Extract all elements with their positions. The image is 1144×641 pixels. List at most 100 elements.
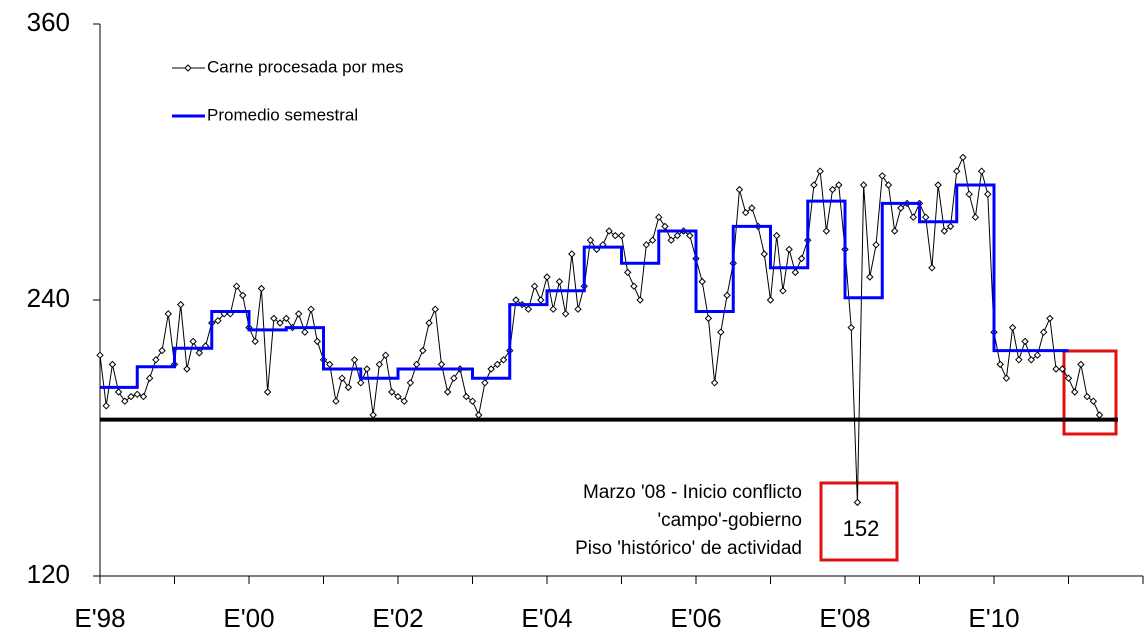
point-marker (909, 213, 917, 221)
point-marker (766, 296, 775, 304)
point-marker (1033, 351, 1042, 359)
point-marker (574, 305, 582, 313)
point-marker (164, 310, 172, 318)
point-marker (847, 323, 855, 332)
point-marker (357, 379, 365, 387)
point-marker (866, 273, 874, 281)
point-marker (499, 356, 508, 364)
point-marker (642, 241, 651, 249)
point-marker (468, 397, 477, 405)
point-marker (717, 328, 725, 336)
point-marker (301, 328, 309, 336)
legend-label: Carne procesada por mes (207, 57, 404, 76)
point-marker (667, 236, 675, 244)
point-marker (884, 181, 893, 189)
point-marker (276, 319, 284, 327)
point-marker (661, 222, 669, 231)
point-marker (381, 351, 390, 359)
point-marker (698, 277, 706, 286)
point-marker (158, 346, 166, 355)
point-marker (102, 402, 110, 410)
legend-marker (184, 64, 192, 72)
point-marker (710, 379, 719, 387)
point-marker (1071, 388, 1079, 396)
point-marker (133, 390, 141, 399)
point-marker (890, 227, 899, 235)
point-marker (611, 231, 619, 240)
point-marker (475, 411, 483, 419)
point-marker (388, 388, 396, 396)
point-marker (363, 365, 371, 373)
point-marker (294, 310, 303, 318)
point-marker (487, 365, 495, 373)
annotation-text: Piso 'histórico' de actividad (575, 538, 802, 559)
point-marker (96, 351, 104, 359)
point-marker (549, 305, 557, 313)
point-marker (251, 337, 259, 346)
point-marker (977, 167, 986, 175)
point-marker (257, 284, 266, 293)
point-marker (232, 282, 241, 290)
point-marker (108, 360, 117, 369)
legend-label: Promedio semestral (207, 105, 358, 124)
x-tick-label: E'10 (968, 603, 1019, 633)
point-marker (1027, 356, 1035, 364)
point-marker (183, 365, 191, 373)
point-marker (673, 231, 682, 240)
point-marker (214, 316, 222, 325)
point-marker (1089, 397, 1098, 405)
point-marker (624, 268, 632, 277)
point-marker (1002, 374, 1011, 382)
point-marker (934, 181, 942, 189)
point-marker (493, 360, 502, 369)
point-marker (400, 397, 408, 405)
point-marker (332, 397, 340, 405)
point-marker (412, 360, 421, 369)
point-marker (270, 314, 278, 323)
point-marker (462, 392, 470, 401)
point-marker (1077, 360, 1085, 369)
annotation-text: 'campo'-gobierno (657, 510, 802, 531)
point-marker (928, 264, 936, 272)
point-marker (791, 268, 800, 277)
x-tick-label: E'06 (670, 603, 721, 633)
point-marker (443, 388, 452, 396)
point-marker (959, 153, 967, 162)
point-marker (779, 287, 787, 295)
point-marker (561, 310, 570, 318)
point-marker (797, 254, 806, 263)
point-marker (630, 282, 638, 290)
point-marker (139, 392, 148, 401)
point-marker (648, 236, 657, 244)
point-marker (307, 305, 315, 313)
annotation-text: Marzo '08 - Inicio conflicto (583, 482, 802, 503)
point-marker (406, 379, 415, 387)
point-marker (425, 319, 433, 327)
point-marker (1008, 323, 1017, 332)
point-marker (655, 213, 663, 221)
point-marker (145, 374, 154, 382)
point-marker (394, 392, 402, 401)
point-marker (127, 392, 135, 401)
point-marker (760, 250, 768, 258)
point-marker (344, 383, 353, 392)
point-marker (704, 314, 713, 323)
point-marker (897, 204, 905, 212)
point-marker (872, 241, 880, 249)
point-marker (940, 227, 949, 235)
point-marker (1064, 374, 1073, 382)
point-marker (723, 291, 731, 300)
point-marker (419, 346, 427, 355)
point-marker (114, 388, 123, 396)
point-marker (971, 213, 980, 221)
point-marker (586, 236, 595, 244)
point-marker (177, 300, 185, 309)
point-marker (326, 360, 334, 369)
point-marker (481, 379, 489, 387)
y-tick-label: 360 (27, 7, 70, 37)
point-marker (984, 190, 992, 198)
point-marker (555, 277, 564, 286)
point-marker (450, 374, 458, 382)
point-marker (195, 349, 204, 357)
point-marker (263, 388, 272, 396)
